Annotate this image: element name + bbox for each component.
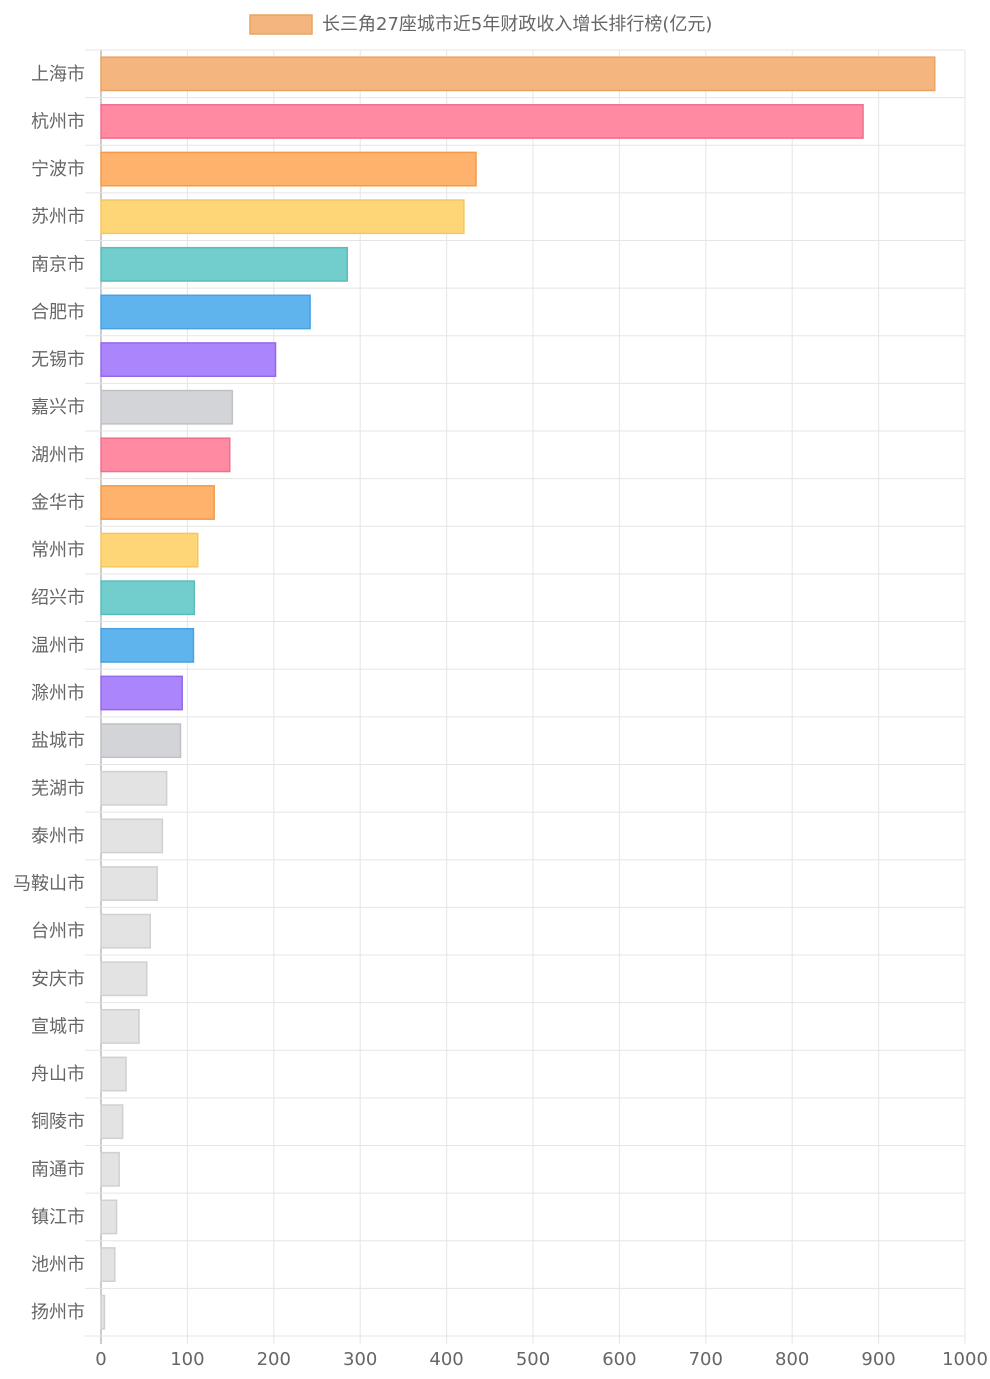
bars bbox=[100, 56, 936, 1330]
x-tick-label: 500 bbox=[516, 1349, 550, 1370]
bar[interactable] bbox=[100, 675, 183, 711]
category-label: 盐城市 bbox=[31, 731, 85, 752]
bar[interactable] bbox=[100, 246, 348, 282]
bar[interactable] bbox=[100, 389, 234, 425]
category-label: 滁州市 bbox=[31, 683, 85, 704]
bar[interactable] bbox=[100, 342, 277, 378]
bar[interactable] bbox=[100, 770, 168, 806]
bar[interactable] bbox=[100, 1104, 124, 1140]
category-label: 舟山市 bbox=[31, 1064, 85, 1085]
bar[interactable] bbox=[100, 1151, 120, 1187]
bar[interactable] bbox=[100, 1056, 127, 1092]
bar[interactable] bbox=[100, 1008, 140, 1044]
category-labels: 上海市杭州市宁波市苏州市南京市合肥市无锡市嘉兴市湖州市金华市常州市绍兴市温州市滁… bbox=[13, 64, 85, 1323]
category-label: 上海市 bbox=[31, 64, 85, 85]
legend[interactable]: 长三角27座城市近5年财政收入增长排行榜(亿元) bbox=[249, 14, 712, 35]
bar[interactable] bbox=[100, 1294, 106, 1330]
bar[interactable] bbox=[100, 532, 199, 568]
category-label: 铜陵市 bbox=[31, 1112, 85, 1133]
category-label: 嘉兴市 bbox=[31, 397, 85, 418]
bar[interactable] bbox=[100, 1199, 118, 1235]
category-label: 台州市 bbox=[31, 921, 85, 942]
bar[interactable] bbox=[100, 151, 477, 187]
category-label: 无锡市 bbox=[31, 350, 85, 371]
category-label: 扬州市 bbox=[31, 1302, 85, 1323]
category-label: 杭州市 bbox=[31, 111, 85, 132]
category-label: 南京市 bbox=[31, 254, 85, 275]
category-label: 镇江市 bbox=[31, 1207, 85, 1228]
category-label: 常州市 bbox=[31, 540, 85, 561]
legend-label: 长三角27座城市近5年财政收入增长排行榜(亿元) bbox=[322, 14, 712, 35]
bar[interactable] bbox=[100, 104, 864, 139]
bar[interactable] bbox=[100, 1247, 116, 1282]
category-label: 合肥市 bbox=[31, 302, 85, 323]
category-label: 安庆市 bbox=[31, 969, 85, 990]
bar[interactable] bbox=[100, 723, 182, 759]
category-label: 芜湖市 bbox=[31, 778, 85, 799]
category-label: 绍兴市 bbox=[31, 588, 85, 609]
x-tick-label: 800 bbox=[775, 1349, 809, 1370]
category-label: 马鞍山市 bbox=[13, 874, 85, 895]
bar[interactable] bbox=[100, 961, 148, 997]
category-label: 宣城市 bbox=[31, 1016, 85, 1037]
bar[interactable] bbox=[100, 294, 311, 330]
category-label: 苏州市 bbox=[31, 207, 85, 228]
x-tick-label: 600 bbox=[602, 1349, 636, 1370]
category-label: 南通市 bbox=[31, 1159, 85, 1180]
bar[interactable] bbox=[100, 627, 195, 663]
x-tick-label: 400 bbox=[429, 1349, 463, 1370]
x-tick-label: 700 bbox=[689, 1349, 723, 1370]
bar[interactable] bbox=[100, 485, 215, 520]
x-tick-label: 0 bbox=[95, 1349, 106, 1370]
bar[interactable] bbox=[100, 913, 151, 949]
x-axis-ticks: 0 100 200 300 400 500 600 700 800 900 1000 bbox=[95, 1349, 988, 1370]
x-tick-label: 200 bbox=[257, 1349, 291, 1370]
bar[interactable] bbox=[100, 199, 465, 235]
bar[interactable] bbox=[100, 56, 936, 92]
x-tick-label: 1000 bbox=[942, 1349, 988, 1370]
bar[interactable] bbox=[100, 866, 158, 901]
x-tick-label: 900 bbox=[861, 1349, 895, 1370]
bar[interactable] bbox=[100, 437, 231, 473]
bar[interactable] bbox=[100, 818, 164, 854]
category-label: 泰州市 bbox=[31, 826, 85, 847]
category-label: 池州市 bbox=[31, 1255, 85, 1276]
bar[interactable] bbox=[100, 580, 196, 616]
category-label: 宁波市 bbox=[31, 159, 85, 180]
grid bbox=[85, 49, 966, 1344]
legend-swatch bbox=[249, 14, 313, 35]
category-label: 温州市 bbox=[31, 635, 85, 656]
category-label: 金华市 bbox=[31, 492, 85, 513]
category-label: 湖州市 bbox=[31, 445, 85, 466]
x-tick-label: 300 bbox=[343, 1349, 377, 1370]
x-tick-label: 100 bbox=[170, 1349, 204, 1370]
